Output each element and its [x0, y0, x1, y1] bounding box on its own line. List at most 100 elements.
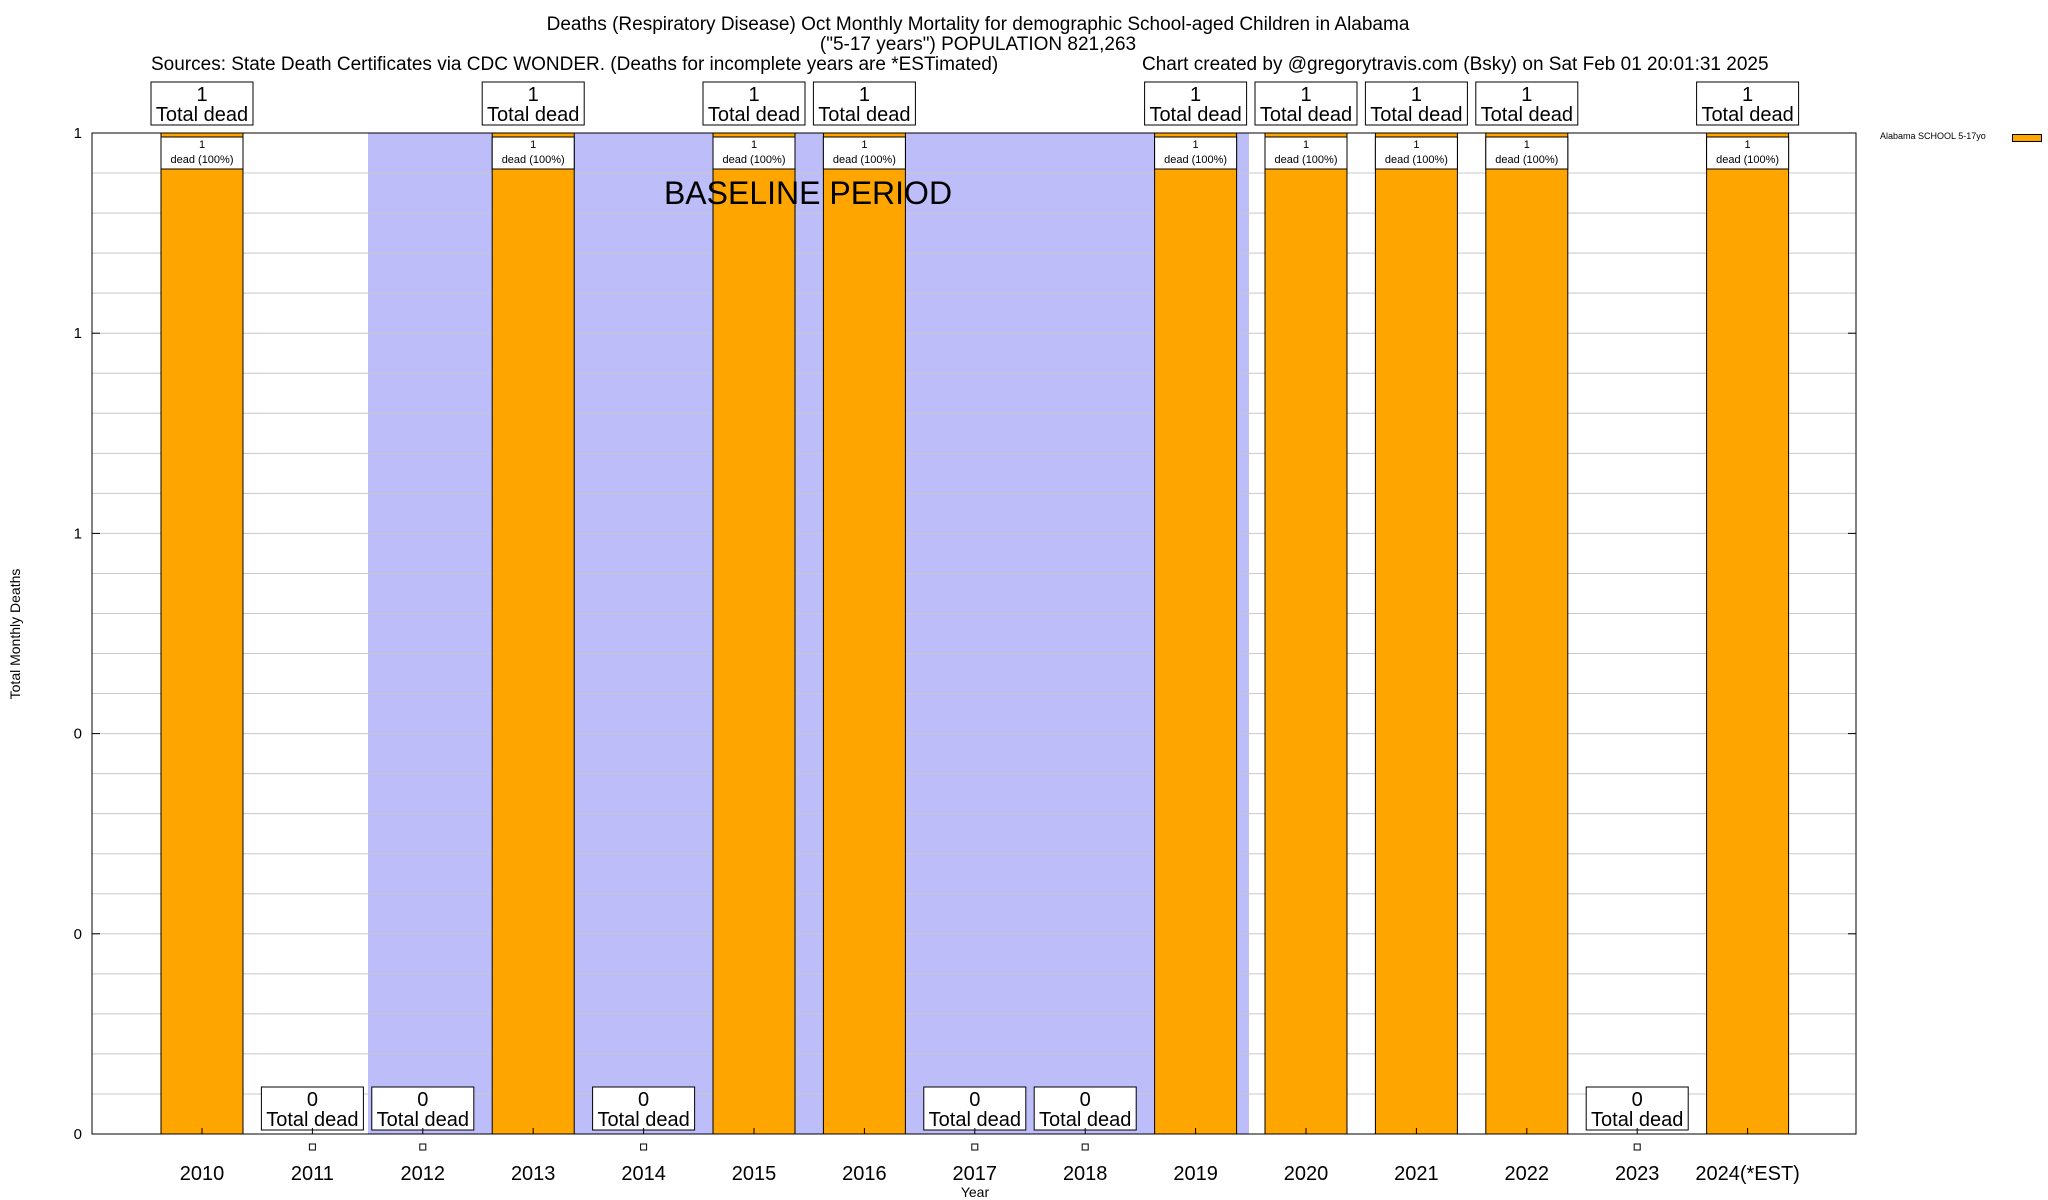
- bar: [822, 132, 906, 1135]
- bar-data-label-box: [1374, 136, 1458, 170]
- y-tick-label: 1: [74, 125, 82, 142]
- bar: [1264, 132, 1348, 1135]
- bar-data-label-box: [160, 136, 244, 170]
- total-label-box: [592, 1086, 696, 1131]
- total-label-value: 1: [1300, 84, 1311, 106]
- bar-data-label-box: [1706, 136, 1790, 170]
- total-label-value: 1: [528, 84, 539, 106]
- bar-data-label-value: 1: [1745, 139, 1751, 151]
- bar-data-label: 1 dead (100%): [822, 136, 906, 170]
- x-tick-label: 2015: [732, 1163, 777, 1185]
- x-tick-label: 2010: [180, 1163, 225, 1185]
- x-tick-label: 2011: [291, 1163, 334, 1185]
- bar-data-label-caption: dead (100%): [833, 154, 896, 166]
- y-tick-label: 0: [74, 926, 82, 943]
- x-axis: 2010 2011 2012 2013 2014 2015 2016 2017 2018 2019…: [180, 1128, 1800, 1185]
- bar-data-label: 1 dead (100%): [491, 136, 575, 170]
- total-label-box: [371, 1086, 475, 1131]
- bar-data-label-caption: dead (100%): [171, 154, 234, 166]
- x-tick-label: 2014: [621, 1163, 666, 1185]
- bar-data-label-caption: dead (100%): [1716, 154, 1779, 166]
- bar-data-label-caption: dead (100%): [1385, 154, 1448, 166]
- total-label-box: [1254, 81, 1358, 126]
- bar-data-label-caption: dead (100%): [1275, 154, 1338, 166]
- total-label-value: 0: [417, 1089, 428, 1111]
- total-label-box: [1033, 1086, 1137, 1131]
- legend-label: Alabama SCHOOL 5-17yo: [1880, 131, 1986, 141]
- bar-data-label: 1 dead (100%): [160, 136, 244, 170]
- x-tick-label: 2013: [511, 1163, 556, 1185]
- zero-marker: [971, 1143, 979, 1151]
- zero-marker: [1081, 1143, 1089, 1151]
- bar-data-label-value: 1: [530, 139, 536, 151]
- x-tick-label: 2023: [1615, 1163, 1660, 1185]
- total-label-box: [812, 81, 916, 126]
- total-label-box: [923, 1086, 1027, 1131]
- total-label-value: 0: [1080, 1089, 1091, 1111]
- bar-data-label-value: 1: [1193, 139, 1199, 151]
- x-tick-label: 2018: [1063, 1163, 1108, 1185]
- y-axis-title: Total Monthly Deaths: [7, 569, 23, 700]
- bar-data-label: 1 dead (100%): [1706, 136, 1790, 170]
- bar-data-label-box: [491, 136, 575, 170]
- bar-data-label: 1 dead (100%): [1264, 136, 1348, 170]
- total-label-caption: Total dead: [708, 104, 800, 126]
- bar-data-label-value: 1: [1303, 139, 1309, 151]
- x-tick-label: 2020: [1284, 1163, 1329, 1185]
- bar: [160, 132, 244, 1135]
- bar-data-label-value: 1: [1413, 139, 1419, 151]
- total-label-caption: Total dead: [1149, 104, 1241, 126]
- bar: [712, 132, 796, 1135]
- total-label-value: 0: [638, 1089, 649, 1111]
- bar: [1706, 132, 1790, 1135]
- bar: [1374, 132, 1458, 1135]
- chart-subtitle: ("5-17 years") POPULATION 821,263: [819, 34, 1137, 55]
- bar-data-label-value: 1: [1524, 139, 1530, 151]
- bar-data-label-box: [1264, 136, 1348, 170]
- y-tick-label: 1: [74, 325, 82, 342]
- total-label-value: 0: [969, 1089, 980, 1111]
- x-tick-label: 2024(*EST): [1695, 1163, 1800, 1185]
- x-tick-label: 2017: [953, 1163, 998, 1185]
- total-label-caption: Total dead: [1701, 104, 1793, 126]
- bar-data-label-box: [712, 136, 796, 170]
- total-label-box: [1475, 81, 1579, 126]
- total-label-value: 1: [1742, 84, 1753, 106]
- legend-swatch: [2012, 134, 2042, 142]
- bar-data-label: 1 dead (100%): [712, 136, 796, 170]
- plot-border: [91, 132, 1857, 1135]
- bar-data-label-box: [1485, 136, 1569, 170]
- total-label-box: [260, 1086, 364, 1131]
- bar: [1485, 132, 1569, 1135]
- bar: [491, 132, 575, 1135]
- total-label-caption: Total dead: [266, 1109, 358, 1131]
- total-label-box: [1364, 81, 1468, 126]
- total-label-caption: Total dead: [597, 1109, 689, 1131]
- baseline-period-annotation: BASELINE PERIOD: [664, 175, 952, 211]
- total-label-box: [481, 81, 585, 126]
- x-tick-label: 2016: [842, 1163, 887, 1185]
- zero-marker: [308, 1143, 316, 1151]
- bar-data-label: 1 dead (100%): [1154, 136, 1238, 170]
- total-label-box: [1144, 81, 1248, 126]
- x-tick-label: 2019: [1173, 1163, 1218, 1185]
- bar-data-label-value: 1: [199, 139, 205, 151]
- x-axis-title: Year: [961, 1184, 990, 1200]
- bar-data-label-caption: dead (100%): [1164, 154, 1227, 166]
- bar-data-label: 1 dead (100%): [1485, 136, 1569, 170]
- total-label-value: 1: [196, 84, 207, 106]
- y-tick-label: 1: [74, 525, 82, 542]
